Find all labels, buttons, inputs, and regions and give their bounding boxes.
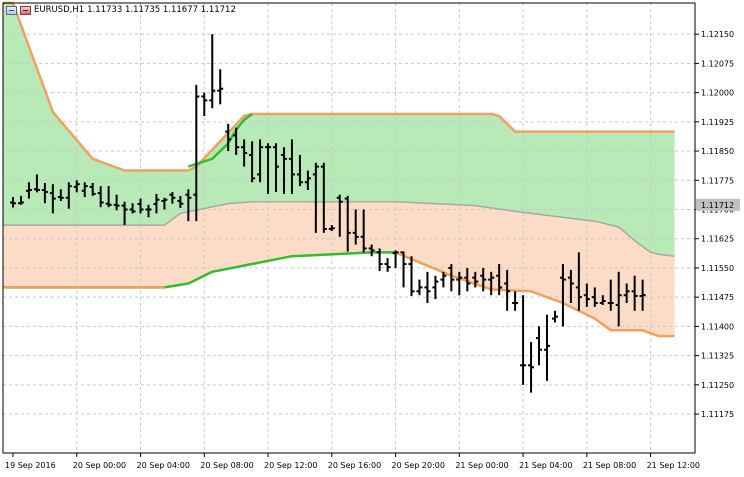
- price-tick-label: 1.11550: [701, 264, 734, 273]
- time-tick-label: 20 Sep 04:00: [137, 461, 190, 470]
- time-tick-label: 20 Sep 20:00: [392, 461, 445, 470]
- lower-orange-series: [395, 251, 675, 338]
- price-bars: [10, 34, 646, 393]
- time-tick-label: 21 Sep 04:00: [519, 461, 572, 470]
- chart-symbol-label: EURUSD,H1: [34, 5, 85, 15]
- upper-channel-fill: [3, 3, 675, 257]
- price-tick-label: 1.12075: [701, 59, 734, 68]
- price-tick-label: 1.12000: [701, 89, 734, 98]
- time-tick-label: 21 Sep 12:00: [647, 461, 700, 470]
- price-tick-label: 1.11850: [701, 147, 734, 156]
- current-price-marker: 1.11712: [696, 198, 740, 211]
- price-tick-label: 1.11625: [701, 235, 734, 244]
- time-tick-label: 20 Sep 12:00: [264, 461, 317, 470]
- time-tick-label: 20 Sep 16:00: [328, 461, 381, 470]
- time-tick-label: 21 Sep 00:00: [455, 461, 508, 470]
- chart-header: EURUSD,H1 1.11733 1.11735 1.11677 1.1171…: [6, 5, 236, 15]
- price-tick-label: 1.11775: [701, 176, 734, 185]
- chart-window-icon[interactable]: [6, 5, 17, 15]
- chart-ohlc-values: 1.11733 1.11735 1.11677 1.11712: [87, 5, 236, 15]
- price-tick-label: 1.11175: [701, 410, 734, 419]
- current-price-label: 1.11712: [701, 201, 734, 210]
- time-tick-label: 20 Sep 00:00: [73, 461, 126, 470]
- upper-green-series: [187, 112, 253, 168]
- lower-green-series: [3, 251, 396, 289]
- time-tick-label: 21 Sep 08:00: [583, 461, 636, 470]
- lower-channel-fill: [3, 201, 675, 337]
- symbol-flag-icon[interactable]: [20, 5, 31, 15]
- time-axis: 19 Sep 2016 20 Sep 00:00 20 Sep 04:00 20 Se…: [5, 453, 700, 470]
- time-tick-label: 19 Sep 2016: [5, 461, 56, 470]
- current-price-box: [696, 198, 740, 211]
- channel-fills: [3, 3, 675, 337]
- price-axis: 1.12150 1.12075 1.12000 1.11925 1.11850 1.117…: [695, 30, 734, 419]
- price-tick-label: 1.11925: [701, 118, 734, 127]
- price-tick-label: 1.11475: [701, 293, 734, 302]
- price-tick-label: 1.11325: [701, 352, 734, 361]
- price-tick-label: 1.11250: [701, 381, 734, 390]
- price-tick-label: 1.11400: [701, 322, 734, 331]
- time-tick-label: 20 Sep 08:00: [200, 461, 253, 470]
- plot-border: [2, 2, 696, 454]
- price-tick-label: 1.12150: [701, 30, 734, 39]
